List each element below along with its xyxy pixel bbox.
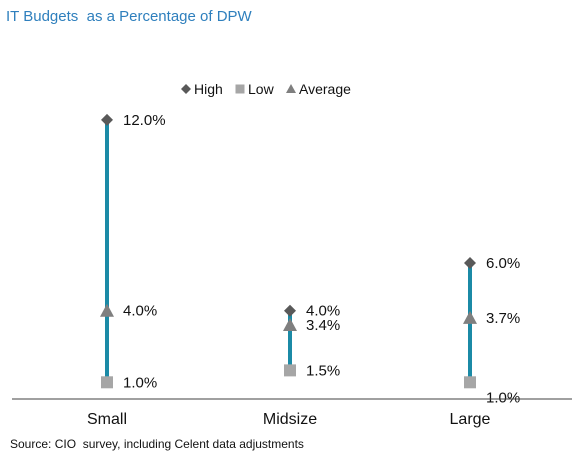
average-marker-large bbox=[463, 310, 477, 324]
legend-label-average: Average bbox=[299, 81, 351, 97]
average-marker-small bbox=[100, 303, 114, 317]
low-label-large: 1.0% bbox=[486, 389, 520, 406]
x-tick-label-large: Large bbox=[450, 411, 491, 428]
low-marker-large bbox=[464, 376, 476, 389]
legend-label-high: High bbox=[194, 81, 223, 97]
legend-item-low: Low bbox=[235, 81, 275, 97]
high-label-large: 6.0% bbox=[486, 255, 520, 272]
average-label-midsize: 3.4% bbox=[306, 317, 340, 334]
high-marker-small bbox=[101, 113, 113, 126]
legend-marker-average bbox=[286, 84, 296, 93]
high-marker-midsize bbox=[284, 304, 296, 317]
high-label-midsize: 4.0% bbox=[306, 303, 340, 320]
low-marker-midsize bbox=[284, 364, 296, 377]
average-label-small: 4.0% bbox=[123, 303, 157, 320]
plot-area: 1.0%1.5%1.0%4.0%3.4% 3.7%12.0%4.0%6.0% bbox=[100, 112, 520, 406]
legend-item-high: High bbox=[181, 81, 223, 97]
legend-marker-low bbox=[235, 84, 245, 94]
low-label-small: 1.0% bbox=[123, 374, 157, 391]
low-label-midsize: 1.5% bbox=[306, 362, 340, 379]
high-marker-large bbox=[464, 257, 476, 270]
x-axis-tick-labels: Small Midsize Large bbox=[87, 411, 491, 428]
chart-title: IT Budgets as a Percentage of DPW bbox=[6, 8, 252, 25]
low-marker-small bbox=[101, 376, 113, 389]
high-label-small: 12.0% bbox=[123, 112, 166, 129]
source-note: Source: CIO survey, including Celent dat… bbox=[10, 437, 304, 451]
legend-item-average: Average bbox=[286, 81, 351, 97]
average-label-large: 3.7% bbox=[486, 310, 520, 327]
x-tick-label-small: Small bbox=[87, 411, 127, 428]
legend: High Low Average bbox=[181, 81, 351, 97]
average-marker-midsize bbox=[283, 318, 297, 332]
x-tick-label-midsize: Midsize bbox=[263, 411, 317, 428]
legend-label-low: Low bbox=[248, 81, 275, 97]
legend-marker-high bbox=[181, 84, 191, 94]
